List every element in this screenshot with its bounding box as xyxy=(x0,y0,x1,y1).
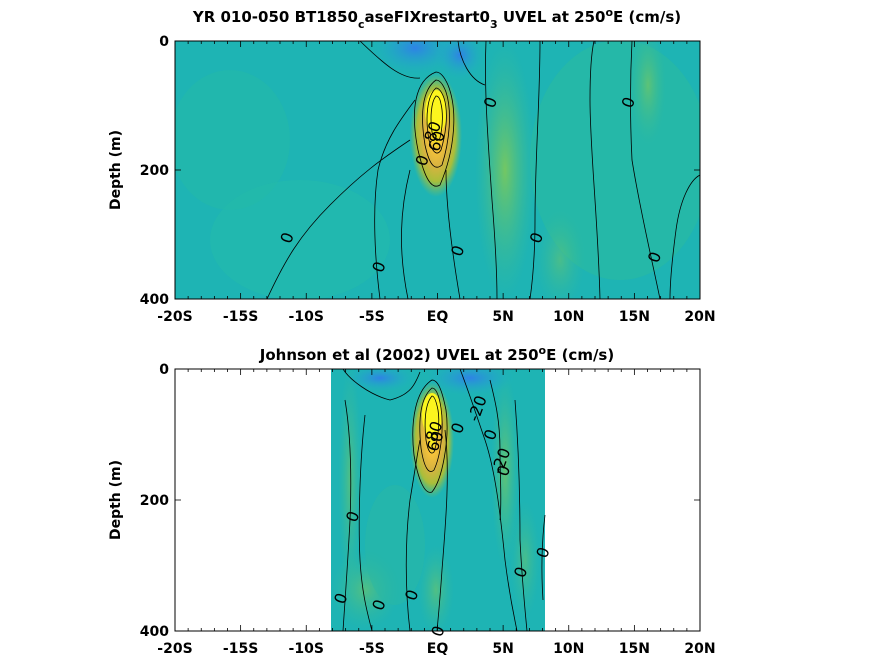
x-tick-label: -15S xyxy=(223,641,258,656)
heatmap-field-2 xyxy=(330,369,546,631)
x-tick-label: 15N xyxy=(619,641,650,656)
y-tick-label: 400 xyxy=(140,292,169,308)
x-tick-label: -20S xyxy=(157,641,192,656)
x-tick-label: -5S xyxy=(359,641,385,656)
x-tick-label: -15S xyxy=(223,309,258,325)
x-tick-label: -20S xyxy=(157,309,192,325)
y-tick-label: 200 xyxy=(140,163,169,179)
x-tick-label: 10N xyxy=(553,641,584,656)
x-tick-label: EQ xyxy=(427,309,449,325)
x-tick-label: 15N xyxy=(619,309,650,325)
y-tick-label: 400 xyxy=(140,624,169,640)
x-tick-label: -10S xyxy=(289,309,324,325)
panel-model: YR 010-050 BT1850caseFIXrestart03 UVEL a… xyxy=(108,6,716,325)
x-tick-label: 20N xyxy=(684,309,715,325)
y-axis-label-2: Depth (m) xyxy=(108,460,124,540)
x-tick-label: 20N xyxy=(684,641,715,656)
heatmap-field-1 xyxy=(175,41,700,299)
x-tick-label: 10N xyxy=(553,309,584,325)
axis-ticks-1: -20S -15S -10S -5S EQ 5N 10N 15N 20N 0 200 400 xyxy=(140,34,716,325)
y-axis-label-1: Depth (m) xyxy=(108,130,124,210)
panel-observations: Johnson et al (2002) UVEL at 250oE (cm/s… xyxy=(108,344,716,656)
x-tick-label: -10S xyxy=(289,641,324,656)
chart-title-2: Johnson et al (2002) UVEL at 250oE (cm/s… xyxy=(259,344,614,364)
x-tick-label: -5S xyxy=(359,309,385,325)
x-tick-label: EQ xyxy=(427,641,449,656)
y-tick-label: 0 xyxy=(159,362,169,378)
axis-ticks-2: -20S -15S -10S -5S EQ 5N 10N 15N 20N 0 200 400 xyxy=(140,362,716,656)
y-tick-label: 0 xyxy=(159,34,169,50)
x-tick-label: 5N xyxy=(492,309,513,325)
chart-title-1: YR 010-050 BT1850caseFIXrestart03 UVEL a… xyxy=(192,6,681,31)
y-tick-label: 200 xyxy=(140,493,169,509)
x-tick-label: 5N xyxy=(492,641,513,656)
